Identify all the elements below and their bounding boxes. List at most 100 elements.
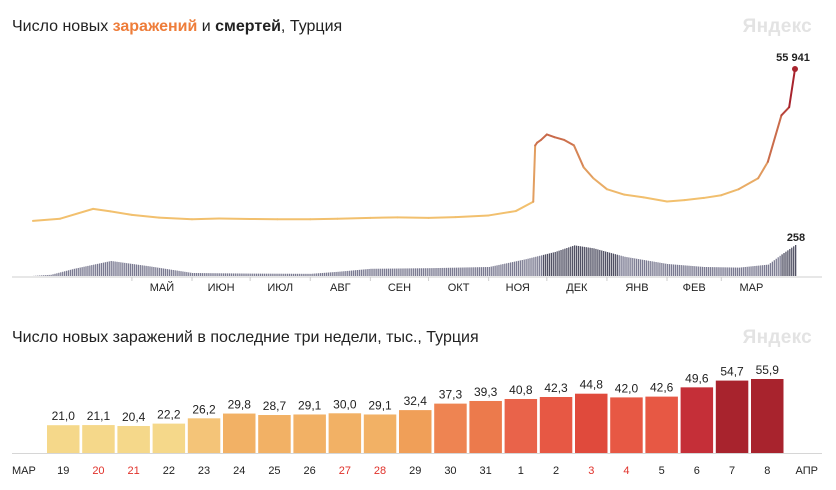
- death-bar: [102, 262, 105, 276]
- death-bar: [164, 268, 167, 276]
- death-bar: [521, 260, 523, 276]
- death-bar: [585, 247, 587, 276]
- death-bar: [775, 258, 777, 276]
- death-bar: [732, 267, 735, 276]
- bar-day-label: 21: [128, 465, 140, 477]
- infections-line-segment: [158, 216, 193, 221]
- death-bar: [184, 271, 186, 276]
- death-bar: [436, 268, 438, 276]
- death-bar: [143, 265, 145, 276]
- death-bar: [193, 273, 196, 276]
- death-bar: [296, 273, 298, 276]
- bar-value-label: 49,6: [685, 371, 709, 385]
- death-bar: [511, 262, 514, 276]
- death-bar: [372, 268, 374, 276]
- death-bar: [552, 252, 554, 276]
- bar-day-5: [645, 396, 678, 453]
- death-bar: [572, 246, 574, 276]
- death-bar: [71, 269, 74, 276]
- death-bar: [298, 273, 300, 276]
- death-bar: [531, 257, 533, 276]
- death-bar: [535, 256, 537, 276]
- death-bar: [705, 267, 708, 276]
- death-bar: [424, 268, 426, 276]
- death-bar: [238, 273, 240, 276]
- death-bar: [477, 267, 479, 276]
- death-bar: [725, 267, 727, 276]
- death-bar: [277, 273, 279, 276]
- death-bar: [626, 257, 628, 276]
- death-bar: [595, 248, 597, 276]
- infections-line-segment: [190, 217, 221, 221]
- death-bar: [597, 249, 599, 276]
- death-bar: [661, 263, 663, 276]
- death-bar: [791, 247, 793, 276]
- death-bar: [116, 261, 118, 276]
- death-bar: [300, 273, 302, 276]
- infections-line-segment: [454, 214, 490, 219]
- death-bar: [230, 273, 233, 276]
- death-bar: [75, 268, 77, 276]
- bar-value-label: 21,1: [87, 409, 111, 423]
- infections-last-point: [792, 66, 798, 72]
- death-bar: [614, 254, 616, 276]
- bar-day-label: 20: [92, 465, 104, 477]
- death-bar: [676, 264, 679, 276]
- bar-value-label: 40,8: [509, 383, 533, 397]
- death-bar: [719, 267, 721, 276]
- death-bar: [777, 257, 779, 276]
- death-bar: [106, 261, 108, 276]
- bar-day-label: 4: [623, 465, 629, 477]
- death-bar: [651, 261, 653, 276]
- infections-line-segment: [514, 200, 535, 213]
- month-tick-label: ИЮЛ: [267, 282, 293, 294]
- death-bar: [420, 268, 423, 276]
- bottom-left-month-label: МАР: [12, 465, 36, 477]
- death-bar: [335, 271, 337, 276]
- death-bar: [155, 267, 157, 276]
- bar-value-label: 29,1: [298, 398, 322, 412]
- bar-value-label: 42,0: [615, 381, 639, 395]
- death-bar: [601, 250, 603, 276]
- death-bar: [393, 268, 395, 276]
- death-bar: [430, 268, 432, 276]
- death-bar: [513, 261, 516, 276]
- death-bar: [240, 273, 242, 276]
- death-bar: [599, 249, 601, 276]
- death-bar: [438, 268, 440, 276]
- infections-line-segment: [540, 133, 548, 141]
- death-bar: [467, 267, 469, 276]
- infections-line-segment: [336, 216, 372, 220]
- death-bar: [40, 275, 43, 276]
- death-bar: [310, 273, 312, 276]
- death-bar: [273, 273, 275, 276]
- death-bar: [275, 273, 277, 276]
- death-bar: [292, 273, 295, 276]
- death-bar: [73, 268, 76, 276]
- death-bar: [453, 267, 456, 276]
- death-bar: [383, 268, 386, 276]
- death-bar: [591, 248, 593, 276]
- death-bar: [178, 270, 180, 276]
- death-bar: [157, 267, 159, 276]
- death-bar: [370, 268, 372, 276]
- infections-line-segment: [737, 177, 760, 191]
- death-bar: [217, 273, 219, 276]
- death-bar: [364, 269, 366, 276]
- death-bar: [471, 267, 473, 276]
- bar-day-label: 22: [163, 465, 175, 477]
- death-bar: [294, 273, 297, 276]
- death-bar: [653, 261, 655, 276]
- infections-line-segment: [32, 217, 62, 222]
- death-bar: [484, 267, 487, 276]
- bar-day-label: 30: [444, 465, 456, 477]
- death-bar: [325, 272, 328, 276]
- death-bar: [480, 267, 483, 276]
- death-bar: [62, 271, 64, 276]
- infections-line-segment: [553, 136, 566, 141]
- death-bar: [96, 263, 99, 276]
- death-bar: [257, 273, 260, 276]
- death-bar: [91, 265, 93, 276]
- death-bar: [502, 264, 504, 276]
